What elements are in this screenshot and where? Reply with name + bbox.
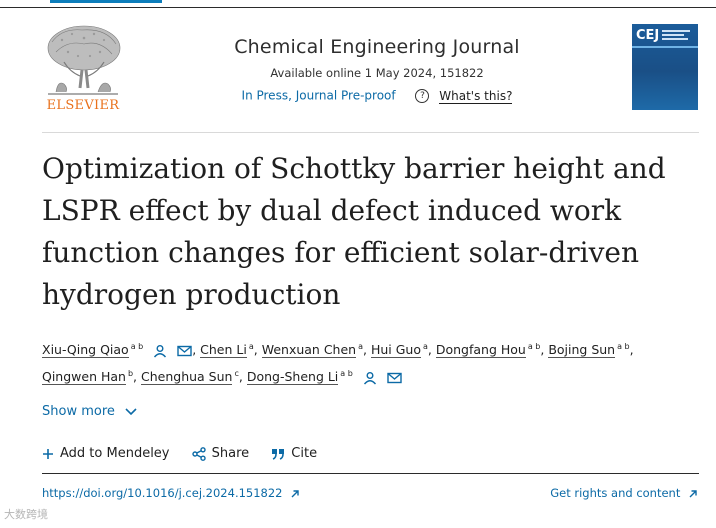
envelope-icon[interactable]	[177, 345, 192, 357]
top-divider	[0, 7, 716, 8]
author-item[interactable]: Dong-Sheng Li a b	[246, 369, 402, 385]
author-item[interactable]: Chen Li a	[200, 341, 254, 358]
author-item[interactable]: Wenxuan Chen a	[261, 341, 363, 358]
whats-this-link[interactable]: What's this?	[439, 88, 513, 104]
journal-cover-image[interactable]: CEJ	[632, 24, 698, 110]
article-title: Optimization of Schottky barrier height …	[42, 152, 666, 311]
doi-link[interactable]: https://doi.org/10.1016/j.cej.2024.15182…	[42, 486, 300, 500]
person-icon[interactable]	[363, 371, 377, 385]
cover-label: CEJ	[636, 28, 660, 43]
rights-link[interactable]: Get rights and content	[550, 486, 698, 500]
share-button[interactable]: Share	[191, 446, 249, 461]
elsevier-wordmark: ELSEVIER	[46, 98, 120, 113]
actions-divider	[42, 473, 699, 474]
cover-subtitle-decoration	[662, 30, 694, 40]
status-line: In Press, Journal Pre-proof ? What's thi…	[140, 88, 614, 104]
share-icon	[191, 446, 206, 461]
author-item[interactable]: Chenghua Sun c	[141, 368, 239, 385]
availability-date: Available online 1 May 2024, 151822	[270, 66, 484, 80]
author-item[interactable]: Hui Guo a	[370, 341, 428, 358]
quote-icon	[272, 448, 285, 460]
elsevier-tree-icon	[42, 22, 124, 98]
question-circle-icon[interactable]: ?	[415, 88, 430, 103]
watermark: 大数跨境	[4, 508, 48, 521]
cite-button[interactable]: Cite	[271, 446, 317, 461]
author-item[interactable]: Xiu-Qing Qiao a b	[42, 342, 192, 358]
author-list: Xiu-Qing Qiao a b , Chen Li a, Wenxuan Che…	[42, 341, 634, 385]
cover-stripe	[632, 46, 698, 48]
author-item[interactable]: Bojing Sun a b	[548, 341, 630, 358]
elsevier-logo[interactable]: ELSEVIER	[42, 22, 124, 114]
external-arrow-icon	[689, 489, 697, 497]
person-icon[interactable]	[153, 344, 167, 358]
external-arrow-icon	[291, 489, 299, 497]
journal-title[interactable]: Chemical Engineering Journal	[234, 36, 520, 58]
press-status-link[interactable]: In Press, Journal Pre-proof	[241, 88, 396, 103]
show-more-button[interactable]: Show more	[42, 404, 137, 419]
author-item[interactable]: Dongfang Hou a b	[435, 341, 541, 358]
header-divider	[42, 132, 699, 133]
add-to-mendeley-button[interactable]: Add to Mendeley	[42, 446, 170, 461]
article-actions: Add to Mendeley Share Cite	[42, 446, 335, 461]
plus-icon	[43, 448, 53, 459]
chevron-down-icon	[125, 407, 137, 415]
envelope-icon[interactable]	[387, 372, 402, 384]
show-more-label: Show more	[42, 404, 115, 419]
active-tab-indicator	[50, 0, 162, 3]
journal-header: Chemical Engineering Journal Available o…	[140, 36, 614, 104]
author-item[interactable]: Qingwen Han b	[42, 368, 134, 385]
